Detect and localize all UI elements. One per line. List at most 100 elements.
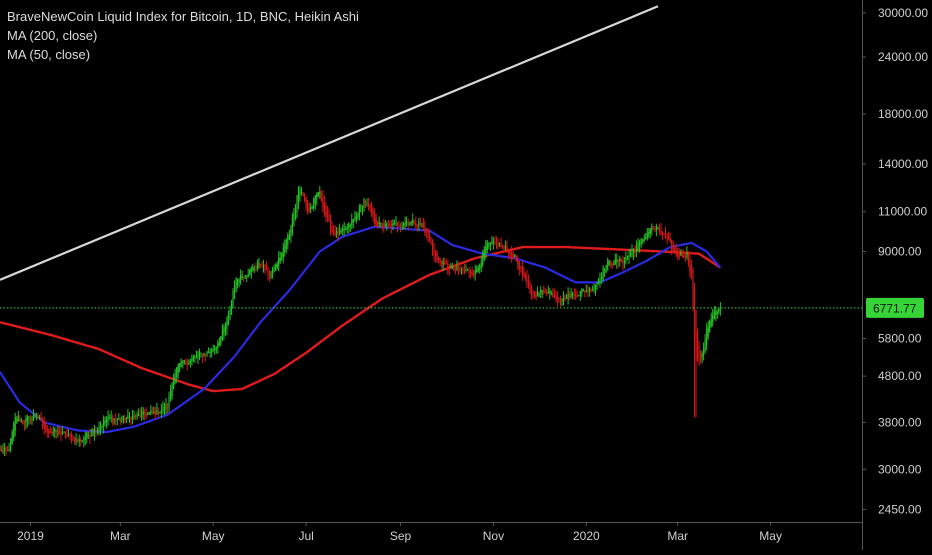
candle-body [328, 213, 330, 222]
candle-body [89, 435, 91, 438]
candle-body [693, 287, 696, 337]
candle-body [99, 425, 102, 430]
candle-body [19, 419, 21, 422]
candle-body [556, 296, 558, 300]
candle-body [581, 289, 583, 294]
candle-body [500, 243, 502, 247]
candle-body [608, 260, 610, 265]
candle-body [404, 222, 406, 225]
candle-body [416, 224, 418, 226]
candle-body [428, 234, 431, 241]
candle-body [11, 432, 13, 444]
chart-legend: BraveNewCoin Liquid Index for Bitcoin, 1… [7, 7, 359, 64]
candle-body [246, 275, 248, 277]
candle-body [106, 419, 108, 423]
candle-body [14, 416, 16, 431]
candle-body [687, 254, 689, 263]
candle-body [71, 435, 73, 441]
candle-body [544, 291, 546, 294]
candle-body [413, 221, 415, 225]
candle-body [104, 420, 106, 424]
candle-body [174, 372, 176, 383]
candle-body [467, 269, 469, 271]
candle-body [658, 228, 660, 232]
legend-ma200[interactable]: MA (200, close) [7, 28, 98, 43]
time-tick-label: Mar [110, 529, 131, 543]
candle-body [17, 416, 19, 422]
candle-body [392, 223, 394, 227]
candle-body [121, 419, 123, 421]
candle-body [629, 253, 632, 257]
candle-body [255, 268, 257, 270]
candle-body [195, 356, 198, 358]
candle-body [92, 434, 94, 436]
candle-body [162, 406, 164, 412]
candle-body [488, 243, 490, 247]
candle-body [13, 423, 15, 438]
candle-body [75, 439, 77, 441]
candle-body [154, 411, 156, 416]
candle-body [319, 192, 321, 195]
candle-body [168, 396, 170, 407]
candle-body [153, 411, 155, 413]
candle-body [305, 197, 307, 208]
candle-body [607, 260, 609, 269]
candle-body [310, 207, 312, 210]
candle-body [151, 411, 153, 413]
candle-body [188, 363, 190, 364]
candle-body [438, 256, 440, 260]
candle-body [107, 416, 109, 421]
candle-body [81, 439, 83, 441]
price-tick-label: 2450.00 [878, 502, 922, 516]
candle-body [308, 207, 310, 212]
candle-body [495, 242, 498, 244]
candle-body [252, 267, 254, 271]
candle-body [43, 422, 45, 429]
candle-body [407, 222, 409, 225]
candle-body [561, 300, 563, 302]
candle-body [371, 206, 373, 215]
candle-body [284, 245, 286, 253]
candle-body [537, 291, 539, 296]
ma200-line[interactable] [0, 245, 722, 393]
legend-title[interactable]: BraveNewCoin Liquid Index for Bitcoin, 1… [7, 9, 359, 24]
candles-layer [0, 185, 721, 457]
candle-body [419, 223, 421, 225]
candle-body [430, 237, 432, 245]
candle-body [674, 248, 676, 253]
candle-body [148, 412, 150, 415]
candle-body [163, 409, 166, 410]
candle-body [463, 269, 466, 271]
ma50-line[interactable] [0, 225, 722, 434]
trendline-layer[interactable] [0, 5, 659, 281]
candle-body [48, 429, 50, 434]
candle-body [348, 222, 350, 228]
candle-body [390, 224, 392, 228]
candle-body [520, 265, 522, 269]
candle-body [559, 299, 562, 302]
candle-body [625, 257, 627, 262]
legend-ma50[interactable]: MA (50, close) [7, 47, 91, 62]
candle-body [0, 448, 3, 452]
candle-body [518, 261, 520, 271]
trendline[interactable] [0, 5, 659, 281]
candle-body [710, 318, 712, 327]
candle-body [642, 240, 644, 242]
candle-body [61, 431, 63, 434]
candle-body [220, 336, 222, 344]
candle-body [677, 253, 679, 256]
candle-body [570, 293, 572, 298]
candle-body [80, 440, 82, 442]
candle-body [565, 297, 568, 299]
candle-body [139, 414, 141, 417]
candle-body [314, 195, 316, 204]
candle-body [125, 418, 127, 420]
candle-body [296, 195, 298, 213]
candle-body [514, 254, 516, 257]
candle-body [671, 240, 673, 251]
candle-body [393, 222, 395, 225]
candle-body [527, 279, 530, 287]
